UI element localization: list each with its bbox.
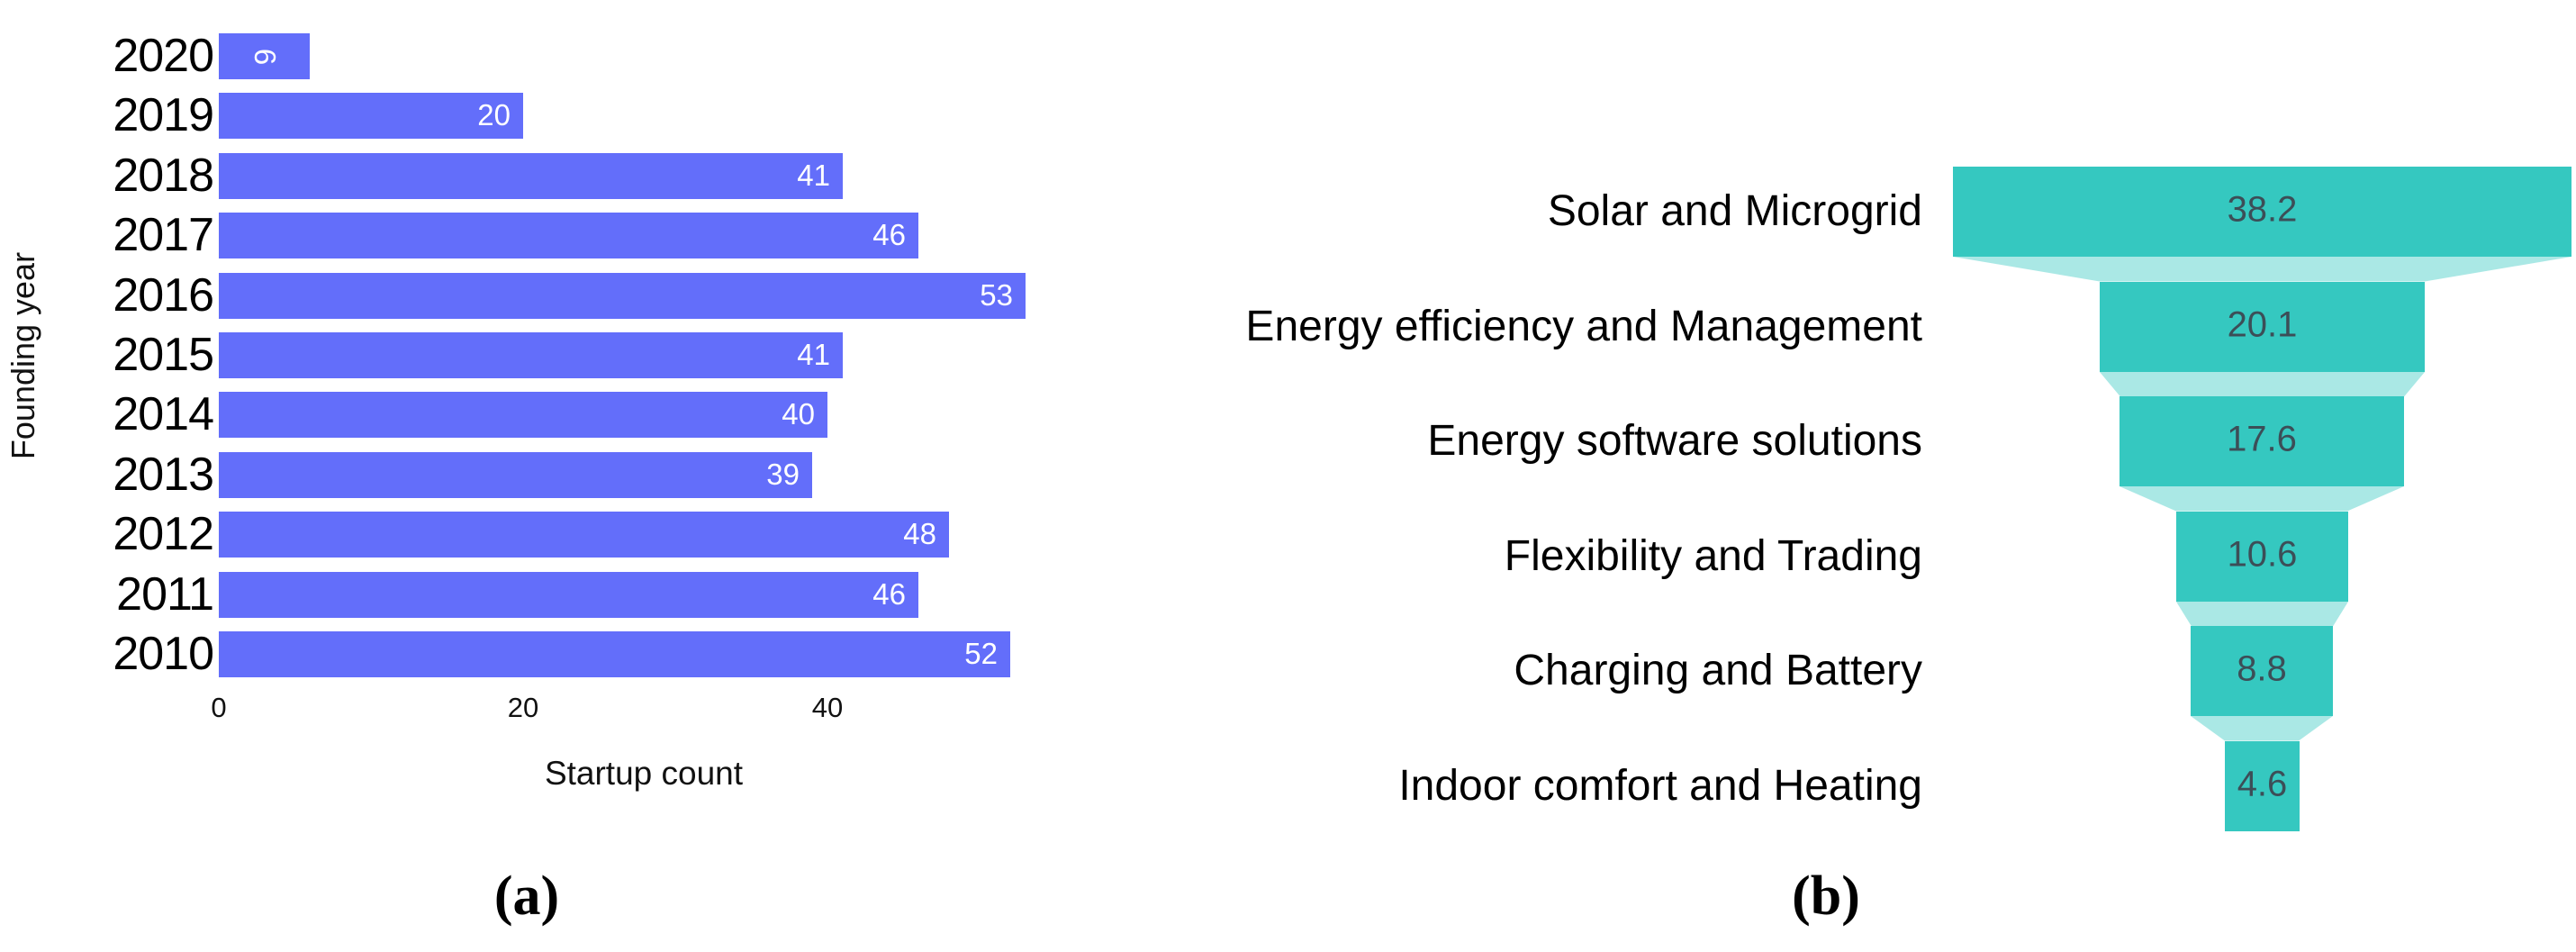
funnel-segment: 8.8 — [2191, 626, 2333, 716]
bar-value-label: 53 — [980, 277, 1013, 312]
funnel-category-label: Energy efficiency and Management — [1245, 303, 1922, 350]
funnel-segment: 10.6 — [2176, 512, 2348, 602]
x-tick-label: 20 — [507, 692, 539, 723]
x-tick-label: 0 — [211, 692, 227, 723]
bar-value-label: 41 — [797, 337, 830, 371]
bar: 41 — [219, 153, 843, 199]
funnel-segment: 4.6 — [2225, 741, 2300, 831]
funnel-connector — [2100, 372, 2425, 397]
y-tick-label: 2013 — [113, 449, 214, 501]
caption-a: (a) — [493, 866, 560, 927]
bar: 6 — [219, 33, 310, 79]
funnel-value-label: 17.6 — [2227, 419, 2297, 459]
funnel-value-label: 20.1 — [2227, 304, 2298, 345]
bar-value-label: 41 — [797, 158, 830, 192]
y-tick-label: 2020 — [113, 30, 214, 82]
funnel-category-label: Solar and Microgrid — [1547, 187, 1922, 235]
x-tick-label: 40 — [811, 692, 844, 723]
y-tick-label: 2010 — [113, 628, 214, 680]
y-tick-label: 2011 — [116, 568, 214, 621]
funnel-connector — [2191, 716, 2333, 741]
y-tick-label: 2019 — [113, 89, 214, 141]
funnel-segment: 38.2 — [1953, 167, 2571, 257]
funnel-connector — [1953, 257, 2571, 282]
bar: 41 — [219, 332, 843, 378]
y-tick-label: 2018 — [113, 150, 214, 202]
bar-value-label: 39 — [766, 457, 800, 491]
funnel-value-label: 38.2 — [2227, 189, 2298, 230]
bar-value-label: 46 — [872, 576, 906, 611]
funnel-value-label: 10.6 — [2227, 534, 2298, 575]
bar: 39 — [219, 452, 812, 498]
y-tick-label: 2014 — [113, 388, 214, 440]
y-axis-title: Founding year — [5, 251, 41, 460]
funnel-value-label: 4.6 — [2237, 764, 2288, 804]
bar-value-label: 40 — [782, 396, 815, 431]
funnel-category-label: Charging and Battery — [1514, 647, 1922, 694]
y-tick-label: 2012 — [113, 508, 214, 560]
funnel-category-label: Flexibility and Trading — [1504, 532, 1922, 580]
y-tick-label: 2017 — [113, 209, 214, 261]
bar: 53 — [219, 273, 1026, 319]
bar: 48 — [219, 512, 949, 558]
funnel-category-label: Energy software solutions — [1427, 417, 1922, 465]
funnel-category-label: Indoor comfort and Heating — [1398, 762, 1922, 810]
funnel-connector — [2176, 602, 2348, 627]
funnel-value-label: 8.8 — [2237, 648, 2287, 689]
funnel-segment: 20.1 — [2100, 282, 2425, 372]
bar-value-label: 52 — [964, 636, 998, 670]
bar-value-label: 46 — [872, 217, 906, 251]
caption-b: (b) — [1792, 866, 1860, 927]
bar: 52 — [219, 631, 1010, 677]
x-axis-title: Startup count — [544, 755, 744, 792]
bar: 20 — [219, 93, 523, 139]
bar: 46 — [219, 213, 918, 258]
y-tick-label: 2016 — [113, 269, 214, 322]
bar: 46 — [219, 572, 918, 618]
bar-value-label: 20 — [477, 97, 511, 131]
bar: 40 — [219, 392, 827, 438]
funnel-connector — [2120, 486, 2404, 512]
bar-value-label: 6 — [248, 48, 282, 65]
y-tick-label: 2015 — [113, 329, 214, 381]
bar-value-label: 48 — [903, 516, 936, 550]
funnel-segment: 17.6 — [2120, 396, 2404, 486]
